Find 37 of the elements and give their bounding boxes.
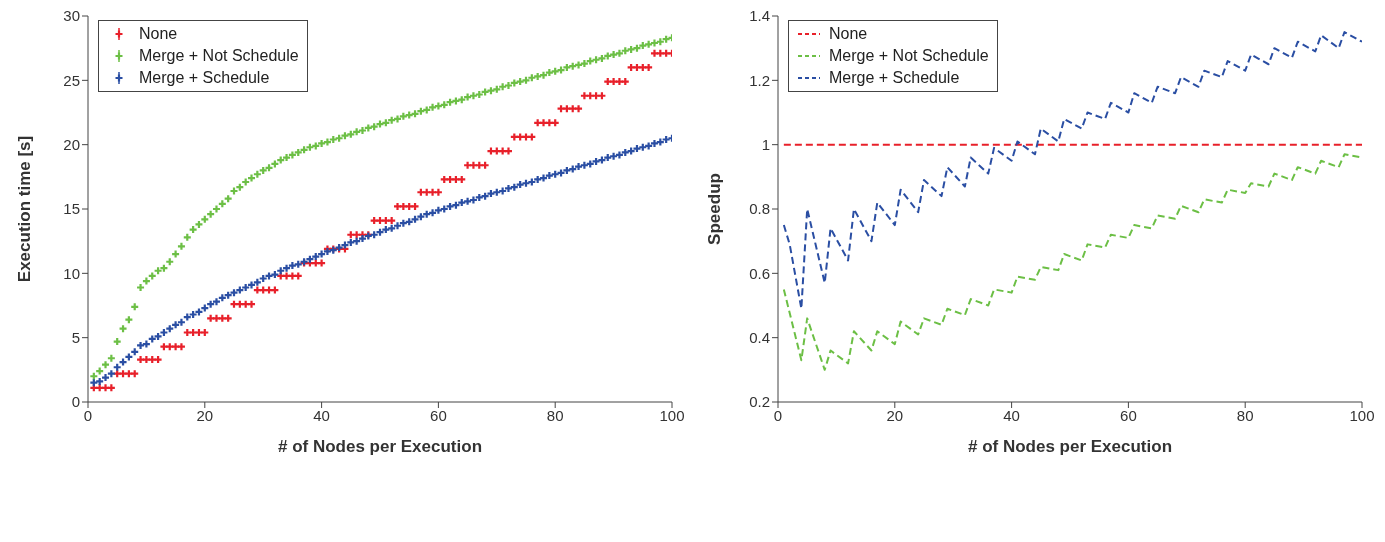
- x-tick-label: 80: [546, 406, 564, 424]
- y-tick-label: 30: [63, 7, 80, 25]
- x-axis-title: # of Nodes per Execution: [277, 437, 483, 456]
- legend-label: Merge + Not Schedule: [139, 46, 299, 66]
- x-axis-title: # of Nodes per Execution: [967, 437, 1173, 456]
- x-tick-label: 80: [1236, 406, 1254, 424]
- y-tick-label: 1.2: [749, 71, 770, 89]
- legend-label: Merge + Not Schedule: [829, 46, 989, 66]
- y-tick-label: 5: [71, 328, 80, 346]
- y-tick-label: 20: [63, 135, 80, 153]
- x-tick-label: 100: [659, 406, 685, 424]
- y-tick-label: 15: [63, 200, 80, 218]
- y-tick-label: 0.8: [749, 200, 770, 218]
- x-tick-label: 60: [430, 406, 447, 424]
- y-tick-label: 0.4: [749, 328, 770, 346]
- y-tick-label: 1: [761, 135, 770, 153]
- y-tick-label: 25: [63, 71, 80, 89]
- x-tick-label: 20: [196, 406, 214, 424]
- legend-label: None: [139, 24, 178, 44]
- x-tick-label: 40: [1003, 406, 1020, 424]
- y-tick-label: 0.2: [749, 393, 770, 411]
- legend-label: Merge + Schedule: [139, 68, 270, 88]
- x-tick-label: 0: [773, 406, 783, 424]
- legend-label: None: [829, 24, 868, 44]
- y-tick-label: 0: [71, 393, 80, 411]
- y-tick-label: 0.6: [749, 264, 770, 282]
- line-series: [782, 153, 1362, 371]
- x-tick-label: 100: [1349, 406, 1375, 424]
- x-tick-label: 60: [1120, 406, 1137, 424]
- y-tick-label: 1.4: [749, 7, 770, 25]
- y-axis-title: Speedup: [705, 173, 725, 245]
- y-tick-label: 10: [63, 264, 80, 282]
- legend-label: Merge + Schedule: [829, 68, 960, 88]
- x-tick-label: 40: [313, 406, 330, 424]
- y-axis-title: Execution time [s]: [15, 135, 35, 283]
- x-tick-label: 20: [886, 406, 904, 424]
- x-tick-label: 0: [83, 406, 93, 424]
